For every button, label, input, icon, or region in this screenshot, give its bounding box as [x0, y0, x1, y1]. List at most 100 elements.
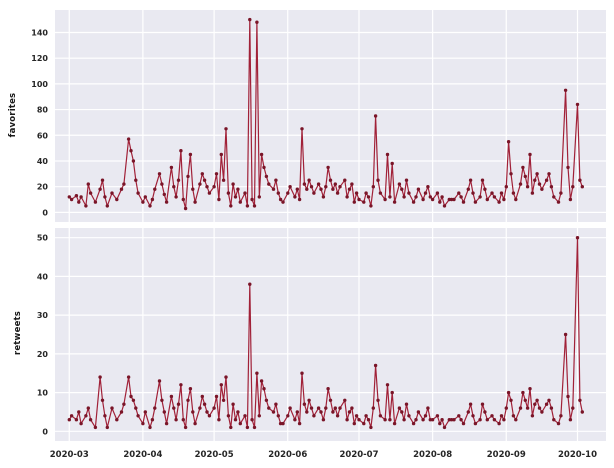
retweets-marker: [547, 398, 551, 402]
x-tick-label: 2020-06: [268, 450, 307, 460]
retweets-marker: [497, 421, 501, 426]
favorites-marker: [321, 195, 326, 199]
retweets-marker: [131, 398, 136, 402]
y-tick-label: 40: [37, 272, 49, 281]
retweets-marker: [392, 421, 397, 426]
favorites-marker: [188, 152, 193, 157]
retweets-marker: [153, 406, 157, 410]
favorites-marker: [333, 182, 337, 186]
x-tick-label: 2020-07: [339, 450, 378, 460]
favorites-marker: [276, 191, 280, 195]
y-tick-label: 40: [37, 157, 49, 166]
retweets-marker: [414, 418, 418, 422]
retweets-marker: [426, 406, 430, 410]
favorites-marker: [150, 197, 155, 202]
retweets-marker: [492, 418, 497, 422]
retweets-marker: [449, 418, 454, 422]
favorites-marker: [559, 191, 563, 195]
retweets-marker: [390, 390, 394, 395]
favorites-marker: [67, 195, 72, 199]
retweets-marker: [442, 425, 447, 430]
retweets-marker: [224, 375, 228, 379]
favorites-marker: [366, 195, 371, 199]
favorites-marker: [478, 195, 482, 199]
favorites-marker: [250, 197, 254, 202]
favorites-marker: [392, 200, 397, 204]
favorites-marker: [385, 152, 390, 157]
retweets-marker: [552, 418, 556, 422]
favorites-marker: [243, 191, 247, 195]
retweets-marker: [188, 387, 193, 391]
retweets-marker: [328, 398, 333, 402]
favorites-marker: [397, 182, 402, 186]
y-tick-label: 120: [31, 54, 48, 63]
favorites-marker: [141, 200, 145, 204]
favorites-marker: [86, 182, 91, 186]
favorites-marker: [528, 152, 532, 157]
retweets-marker: [172, 406, 176, 410]
retweets-marker: [281, 421, 285, 426]
favorites-marker: [226, 191, 231, 195]
y-tick-label: 60: [37, 131, 49, 140]
retweets-marker: [126, 375, 131, 379]
retweets-marker: [309, 406, 314, 410]
retweets-marker: [331, 410, 335, 414]
favorites-marker: [578, 178, 582, 182]
favorites-marker: [200, 172, 204, 176]
retweets-marker: [67, 418, 72, 422]
favorites-marker: [466, 187, 470, 191]
favorites-marker: [369, 204, 373, 208]
favorites-marker: [566, 165, 570, 170]
retweets-marker: [540, 410, 544, 414]
y-tick-label: 0: [42, 208, 48, 217]
favorites-marker: [376, 178, 380, 182]
favorites-marker: [93, 200, 98, 204]
favorites-marker: [509, 172, 513, 176]
favorites-marker: [229, 204, 233, 208]
favorites-marker: [255, 20, 259, 24]
retweets-marker: [77, 410, 81, 414]
favorites-marker: [153, 187, 157, 191]
favorites-marker: [388, 195, 392, 199]
retweets-marker: [485, 418, 489, 422]
retweets-marker: [416, 410, 421, 414]
retweets-marker: [226, 414, 231, 418]
favorites-marker: [461, 200, 466, 204]
favorites-marker: [533, 178, 537, 182]
retweets-marker: [286, 414, 290, 418]
favorites-marker: [186, 174, 190, 179]
favorites-marker: [414, 195, 418, 199]
retweets-marker: [278, 421, 283, 426]
favorites-marker: [307, 178, 311, 182]
retweets-marker: [407, 414, 411, 418]
retweets-marker: [143, 410, 147, 414]
favorites-marker: [485, 197, 489, 202]
favorites-marker: [157, 172, 162, 176]
retweets-marker: [411, 421, 416, 426]
retweets-marker: [262, 387, 266, 391]
favorites-marker: [471, 191, 475, 195]
retweets-marker: [580, 410, 584, 414]
favorites-marker: [233, 195, 238, 199]
retweets-marker: [150, 418, 155, 422]
favorites-marker: [440, 195, 444, 199]
retweets-marker: [110, 406, 114, 410]
favorites-marker: [264, 174, 269, 179]
favorites-marker: [176, 178, 181, 182]
favorites-marker: [556, 200, 561, 204]
retweets-marker: [259, 379, 264, 383]
retweets-marker: [236, 410, 240, 414]
retweets-marker: [219, 383, 223, 387]
retweets-marker: [198, 406, 202, 410]
favorites-marker: [457, 191, 461, 195]
y-tick-label: 140: [31, 28, 48, 37]
retweets-marker: [231, 402, 235, 406]
retweets-marker: [521, 390, 525, 395]
favorites-marker: [207, 191, 212, 195]
retweets-marker: [319, 410, 323, 414]
retweets-marker: [430, 418, 435, 422]
retweets-marker: [134, 406, 138, 410]
retweets-marker: [354, 414, 359, 418]
favorites-marker: [231, 182, 235, 186]
